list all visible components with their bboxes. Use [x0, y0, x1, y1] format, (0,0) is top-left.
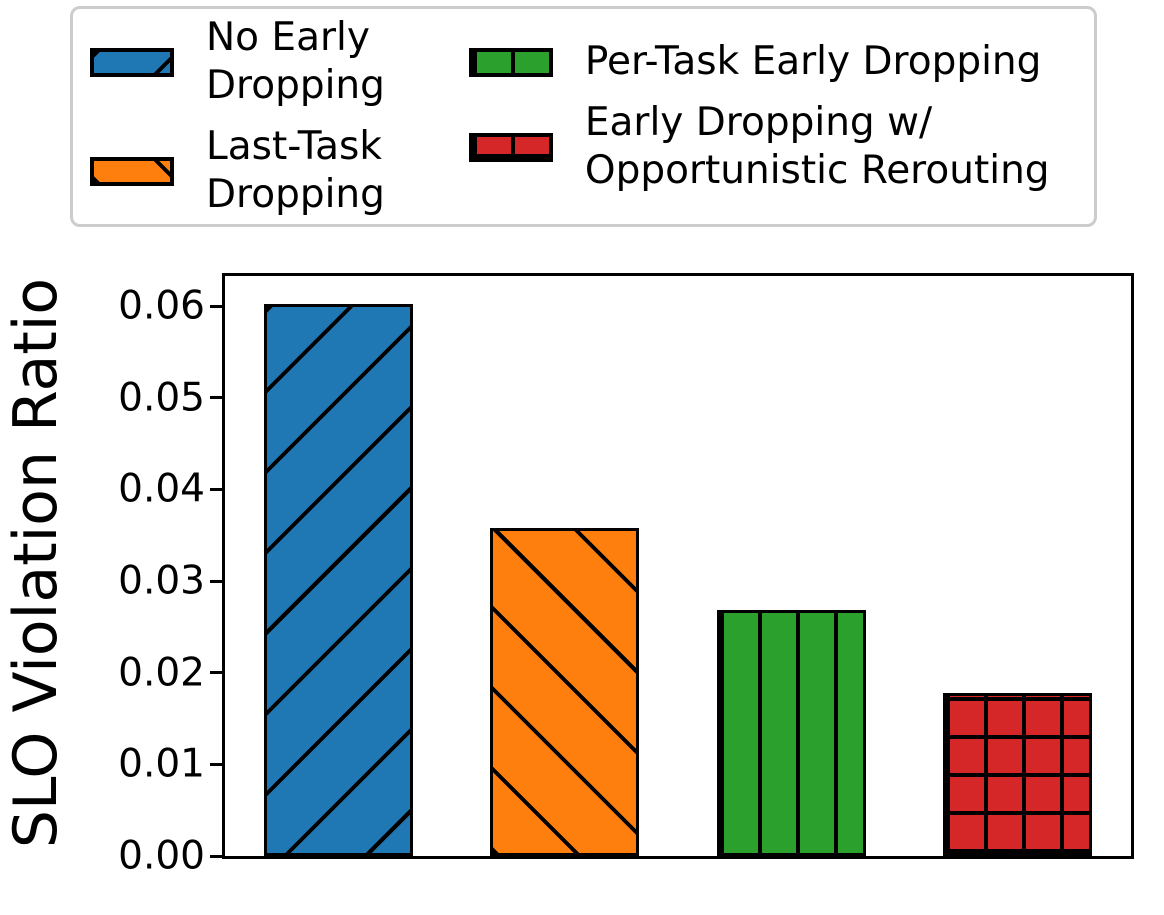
y-tick-label-0.04: 0.04	[118, 466, 205, 512]
legend-item-last-task-dropping: Last-Task Dropping	[90, 123, 385, 219]
legend-label-last-task-dropping: Last-Task Dropping	[206, 123, 385, 219]
y-tick-label-0.00: 0.00	[118, 833, 205, 879]
legend-swatch-no-early-dropping	[90, 47, 174, 77]
legend-item-early-dropping-w-opportunistic-rerouting: Early Dropping w/Opportunistic Rerouting	[468, 99, 1050, 195]
y-tick-mark-0.03	[210, 579, 222, 583]
bar-last-task-dropping	[490, 527, 640, 856]
y-axis-label: SLO Violation Ratio	[1, 277, 71, 849]
legend-label-line: Dropping	[206, 63, 385, 108]
y-tick-mark-0.04	[210, 487, 222, 491]
plot-area: 0.00 0.01 0.02 0.03 0.04 0.05 0.06	[118, 273, 1134, 876]
legend-item-per-task-early-dropping: Per-Task Early Dropping	[468, 38, 1050, 86]
y-tick-mark-0.02	[210, 671, 222, 675]
legend-label-line: Opportunistic Rerouting	[584, 148, 1050, 193]
legend-item-no-early-dropping: No Early Dropping	[90, 14, 385, 110]
bar-no-early-dropping	[263, 303, 413, 856]
legend-column-right: Per-Task Early Dropping Early Dropping w/…	[468, 38, 1050, 195]
legend-label-line: No Early	[206, 15, 370, 60]
legend-label-line: Dropping	[206, 172, 385, 217]
y-tick-label-0.02: 0.02	[118, 650, 205, 696]
y-tick-mark-0.00	[210, 854, 222, 858]
legend-label-line: Per-Task Early Dropping	[584, 39, 1042, 84]
y-tick-mark-0.01	[210, 762, 222, 766]
legend-swatch-last-task-dropping	[90, 156, 174, 186]
legend-swatch-per-task-early-dropping	[468, 47, 553, 77]
y-tick-mark-0.05	[210, 396, 222, 400]
bar-early-dropping-w-opportunistic-rerouting	[943, 692, 1093, 856]
legend-label-line: Early Dropping w/	[584, 100, 933, 145]
y-tick-label-0.01: 0.01	[118, 741, 205, 787]
y-tick-label-0.03: 0.03	[118, 558, 205, 604]
bar-per-task-early-dropping	[716, 610, 866, 856]
legend-column-left: No Early Dropping Last-Task Dropping	[90, 14, 385, 219]
y-tick-label-0.05: 0.05	[118, 375, 205, 421]
y-tick-mark-0.06	[210, 304, 222, 308]
y-tick-label-0.06: 0.06	[118, 283, 205, 329]
legend-swatch-early-dropping-w-opportunistic-rerouting	[468, 132, 553, 162]
legend-label-per-task-early-dropping: Per-Task Early Dropping	[585, 38, 1042, 86]
legend-label-early-dropping-w-opportunistic-rerouting: Early Dropping w/Opportunistic Rerouting	[585, 99, 1050, 195]
legend: No Early Dropping Last-Task Dropping Per-Ta…	[70, 6, 1097, 227]
legend-label-no-early-dropping: No Early Dropping	[206, 14, 385, 110]
legend-label-line: Last-Task	[206, 124, 382, 169]
